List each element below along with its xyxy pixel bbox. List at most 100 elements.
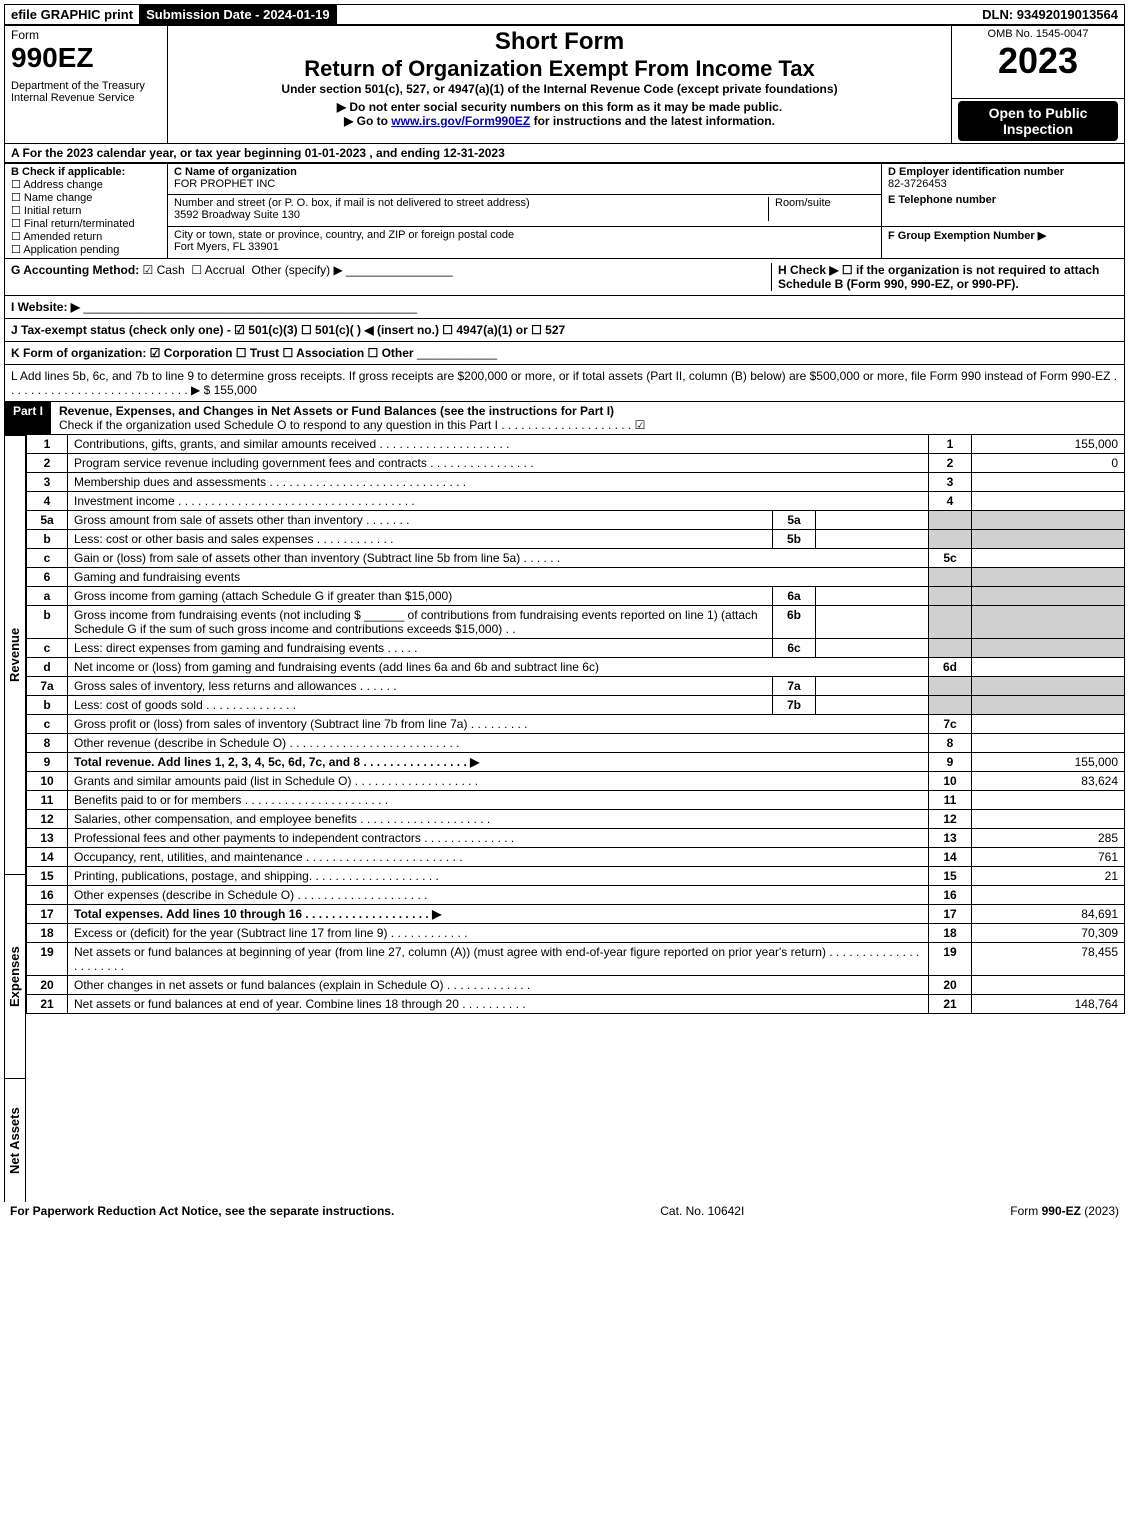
line-desc: Program service revenue including govern… <box>68 453 929 472</box>
chk-final-return[interactable]: Final return/terminated <box>11 217 161 230</box>
line-14: 14 Occupancy, rent, utilities, and maint… <box>27 847 1125 866</box>
sub-val <box>816 510 929 529</box>
line-desc: Less: cost of goods sold . . . . . . . .… <box>68 695 773 714</box>
city-label: City or town, state or province, country… <box>174 229 514 241</box>
line-desc: Membership dues and assessments . . . . … <box>68 472 929 491</box>
sub-val <box>816 676 929 695</box>
line-16: 16 Other expenses (describe in Schedule … <box>27 885 1125 904</box>
room-label: Room/suite <box>775 197 831 209</box>
line-num: c <box>27 548 68 567</box>
grey <box>972 695 1125 714</box>
line-3: 3 Membership dues and assessments . . . … <box>27 472 1125 491</box>
efile-print-link[interactable]: efile GRAPHIC print <box>5 5 140 24</box>
line-desc: Gaming and fundraising events <box>68 567 929 586</box>
line-num: 10 <box>27 772 68 791</box>
goto-note: ▶ Go to www.irs.gov/Form990EZ for instru… <box>174 114 945 128</box>
line-idx: 19 <box>929 942 972 975</box>
line-10: 10 Grants and similar amounts paid (list… <box>27 772 1125 791</box>
line-num: 16 <box>27 885 68 904</box>
line-desc: Gain or (loss) from sale of assets other… <box>68 548 929 567</box>
department: Department of the Treasury Internal Reve… <box>11 80 161 104</box>
line-val: 21 <box>972 866 1125 885</box>
line-2: 2 Program service revenue including gove… <box>27 453 1125 472</box>
grey <box>972 638 1125 657</box>
top-bar: efile GRAPHIC print Submission Date - 20… <box>4 4 1125 25</box>
line-desc: Gross income from fundraising events (no… <box>68 605 773 638</box>
sub-label: 7b <box>773 695 816 714</box>
line-idx: 1 <box>929 435 972 454</box>
chk-address-change[interactable]: Address change <box>11 178 161 191</box>
line-6a: a Gross income from gaming (attach Sched… <box>27 586 1125 605</box>
line-6b: b Gross income from fundraising events (… <box>27 605 1125 638</box>
grey <box>929 638 972 657</box>
line-num: b <box>27 605 68 638</box>
line-idx: 17 <box>929 904 972 923</box>
sub-val <box>816 605 929 638</box>
grey <box>929 695 972 714</box>
line-idx: 15 <box>929 866 972 885</box>
k-label: K Form of organization: ☑ Corporation ☐ … <box>11 346 414 360</box>
line-desc: Gross profit or (loss) from sales of inv… <box>68 714 929 733</box>
e-phone-label: E Telephone number <box>888 194 1118 206</box>
line-val: 0 <box>972 453 1125 472</box>
line-idx: 13 <box>929 828 972 847</box>
chk-name-change[interactable]: Name change <box>11 191 161 204</box>
grey <box>972 529 1125 548</box>
omb-number: OMB No. 1545-0047 <box>958 28 1118 40</box>
line-num: 3 <box>27 472 68 491</box>
line-1: 1 Contributions, gifts, grants, and simi… <box>27 435 1125 454</box>
line-num: 19 <box>27 942 68 975</box>
line-5a: 5a Gross amount from sale of assets othe… <box>27 510 1125 529</box>
section-a-tax-year: A For the 2023 calendar year, or tax yea… <box>4 144 1125 163</box>
line-21: 21 Net assets or fund balances at end of… <box>27 994 1125 1013</box>
org-name: FOR PROPHET INC <box>174 178 275 190</box>
goto-pre: ▶ Go to <box>344 114 391 128</box>
tax-year: 2023 <box>958 40 1118 82</box>
sub-label: 5a <box>773 510 816 529</box>
title-return: Return of Organization Exempt From Incom… <box>174 56 945 82</box>
form-label: Form <box>11 28 161 42</box>
line-7b: b Less: cost of goods sold . . . . . . .… <box>27 695 1125 714</box>
line-num: 18 <box>27 924 68 943</box>
line-num: 9 <box>27 752 68 771</box>
vlabel-revenue: Revenue <box>4 435 26 874</box>
line-18: 18 Excess or (deficit) for the year (Sub… <box>27 924 1125 943</box>
grey <box>929 605 972 638</box>
line-idx: 7c <box>929 714 972 733</box>
line-num: c <box>27 638 68 657</box>
chk-accrual[interactable]: Accrual <box>191 263 244 277</box>
line-idx: 5c <box>929 548 972 567</box>
chk-initial-return[interactable]: Initial return <box>11 204 161 217</box>
line-5b: b Less: cost or other basis and sales ex… <box>27 529 1125 548</box>
street-value: 3592 Broadway Suite 130 <box>174 209 300 221</box>
line-desc: Benefits paid to or for members . . . . … <box>68 790 929 809</box>
line-idx: 2 <box>929 453 972 472</box>
irs-link[interactable]: www.irs.gov/Form990EZ <box>391 114 530 128</box>
chk-application-pending[interactable]: Application pending <box>11 243 161 256</box>
spacer <box>337 5 977 24</box>
grey <box>929 529 972 548</box>
line-desc: Gross amount from sale of assets other t… <box>68 510 773 529</box>
line-num: 17 <box>27 904 68 923</box>
chk-cash[interactable]: Cash <box>143 263 185 277</box>
line-val: 70,309 <box>972 924 1125 943</box>
l-text: L Add lines 5b, 6c, and 7b to line 9 to … <box>11 369 1117 397</box>
grey <box>972 605 1125 638</box>
line-4: 4 Investment income . . . . . . . . . . … <box>27 491 1125 510</box>
line-val <box>972 657 1125 676</box>
line-6d: d Net income or (loss) from gaming and f… <box>27 657 1125 676</box>
line-num: 7a <box>27 676 68 695</box>
line-val <box>972 885 1125 904</box>
row-g-h: G Accounting Method: Cash Accrual Other … <box>4 259 1125 296</box>
line-val: 83,624 <box>972 772 1125 791</box>
grey <box>929 676 972 695</box>
sub-label: 5b <box>773 529 816 548</box>
line-idx: 16 <box>929 885 972 904</box>
chk-amended-return[interactable]: Amended return <box>11 230 161 243</box>
line-7a: 7a Gross sales of inventory, less return… <box>27 676 1125 695</box>
vlabel-netassets: Net Assets <box>4 1078 26 1202</box>
line-val: 84,691 <box>972 904 1125 923</box>
ssn-warning: ▶ Do not enter social security numbers o… <box>174 100 945 114</box>
row-k-form-org: K Form of organization: ☑ Corporation ☐ … <box>4 342 1125 365</box>
line-num: 4 <box>27 491 68 510</box>
